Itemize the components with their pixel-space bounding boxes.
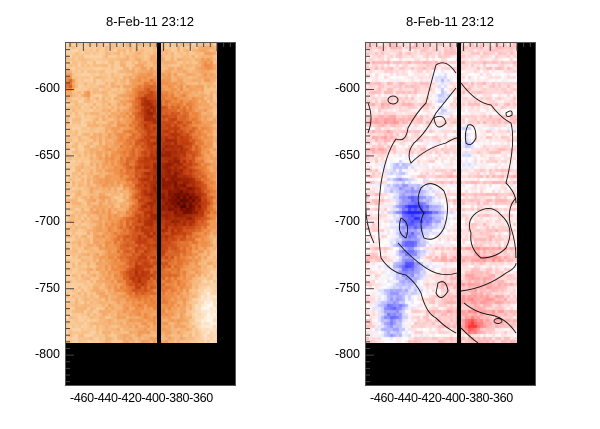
x-tick-label: -400 — [141, 391, 166, 405]
left-panel-intensity: 8-Feb-11 23:12 -600 -650 -700 -750 -800 … — [34, 14, 236, 405]
x-tick-label: -380 — [165, 391, 190, 405]
y-tick-label: -700 — [34, 214, 60, 228]
x-tick-label: -420 — [117, 391, 142, 405]
contour-line — [493, 318, 503, 324]
contour-line — [460, 327, 479, 343]
contour-line — [417, 183, 448, 240]
x-tick-label: -380 — [465, 391, 490, 405]
x-tick-label: -360 — [189, 391, 213, 405]
axis-ticks — [66, 43, 231, 383]
contour-line — [433, 115, 447, 128]
intensity-contours — [366, 62, 517, 343]
spectrograph-slit — [157, 43, 161, 343]
x-tick-label: -460 — [370, 391, 394, 405]
contour-line — [398, 217, 409, 239]
y-tick-label: -600 — [334, 81, 360, 95]
contour-line — [367, 102, 372, 134]
x-tick-labels: -460-440-420-400-380-360 — [70, 391, 213, 405]
contour-line — [435, 281, 449, 298]
y-tick-label: -800 — [334, 347, 360, 361]
contour-line — [463, 302, 517, 334]
chart-title: 8-Feb-11 23:12 — [106, 14, 194, 29]
x-tick-label: -360 — [489, 391, 513, 405]
contour-line — [387, 95, 399, 105]
contour-line — [378, 62, 457, 334]
contour-line — [468, 208, 511, 259]
plot-area — [65, 42, 236, 386]
x-tick-labels: -460-440-420-400-380-360 — [370, 391, 513, 405]
plot-area — [365, 42, 536, 386]
contour-line — [408, 87, 458, 164]
intensity-heatmap — [66, 43, 217, 343]
y-tick-label: -650 — [34, 148, 60, 162]
contour-line — [366, 193, 375, 244]
velocity-heatmap — [366, 43, 517, 343]
contour-line — [505, 110, 513, 118]
x-tick-label: -440 — [93, 391, 118, 405]
axis-ticks — [366, 43, 531, 383]
contour-line — [464, 124, 477, 146]
contour-line — [460, 82, 517, 204]
spectrograph-slit — [457, 43, 461, 343]
y-tick-label: -750 — [334, 281, 360, 295]
x-tick-label: -400 — [441, 391, 466, 405]
y-tick-label: -800 — [34, 347, 60, 361]
contour-line — [508, 197, 517, 259]
contour-line — [397, 242, 458, 276]
contour-line — [460, 262, 517, 292]
y-tick-label: -750 — [34, 281, 60, 295]
x-tick-label: -460 — [70, 391, 94, 405]
chart-title: 8-Feb-11 23:12 — [406, 14, 494, 29]
y-tick-label: -650 — [334, 148, 360, 162]
right-panel-velocity: 8-Feb-11 23:12 -600 -650 -700 — [300, 0, 600, 429]
y-tick-label: -600 — [34, 81, 60, 95]
x-tick-label: -440 — [393, 391, 418, 405]
y-tick-label: -700 — [334, 214, 360, 228]
x-tick-label: -420 — [417, 391, 442, 405]
